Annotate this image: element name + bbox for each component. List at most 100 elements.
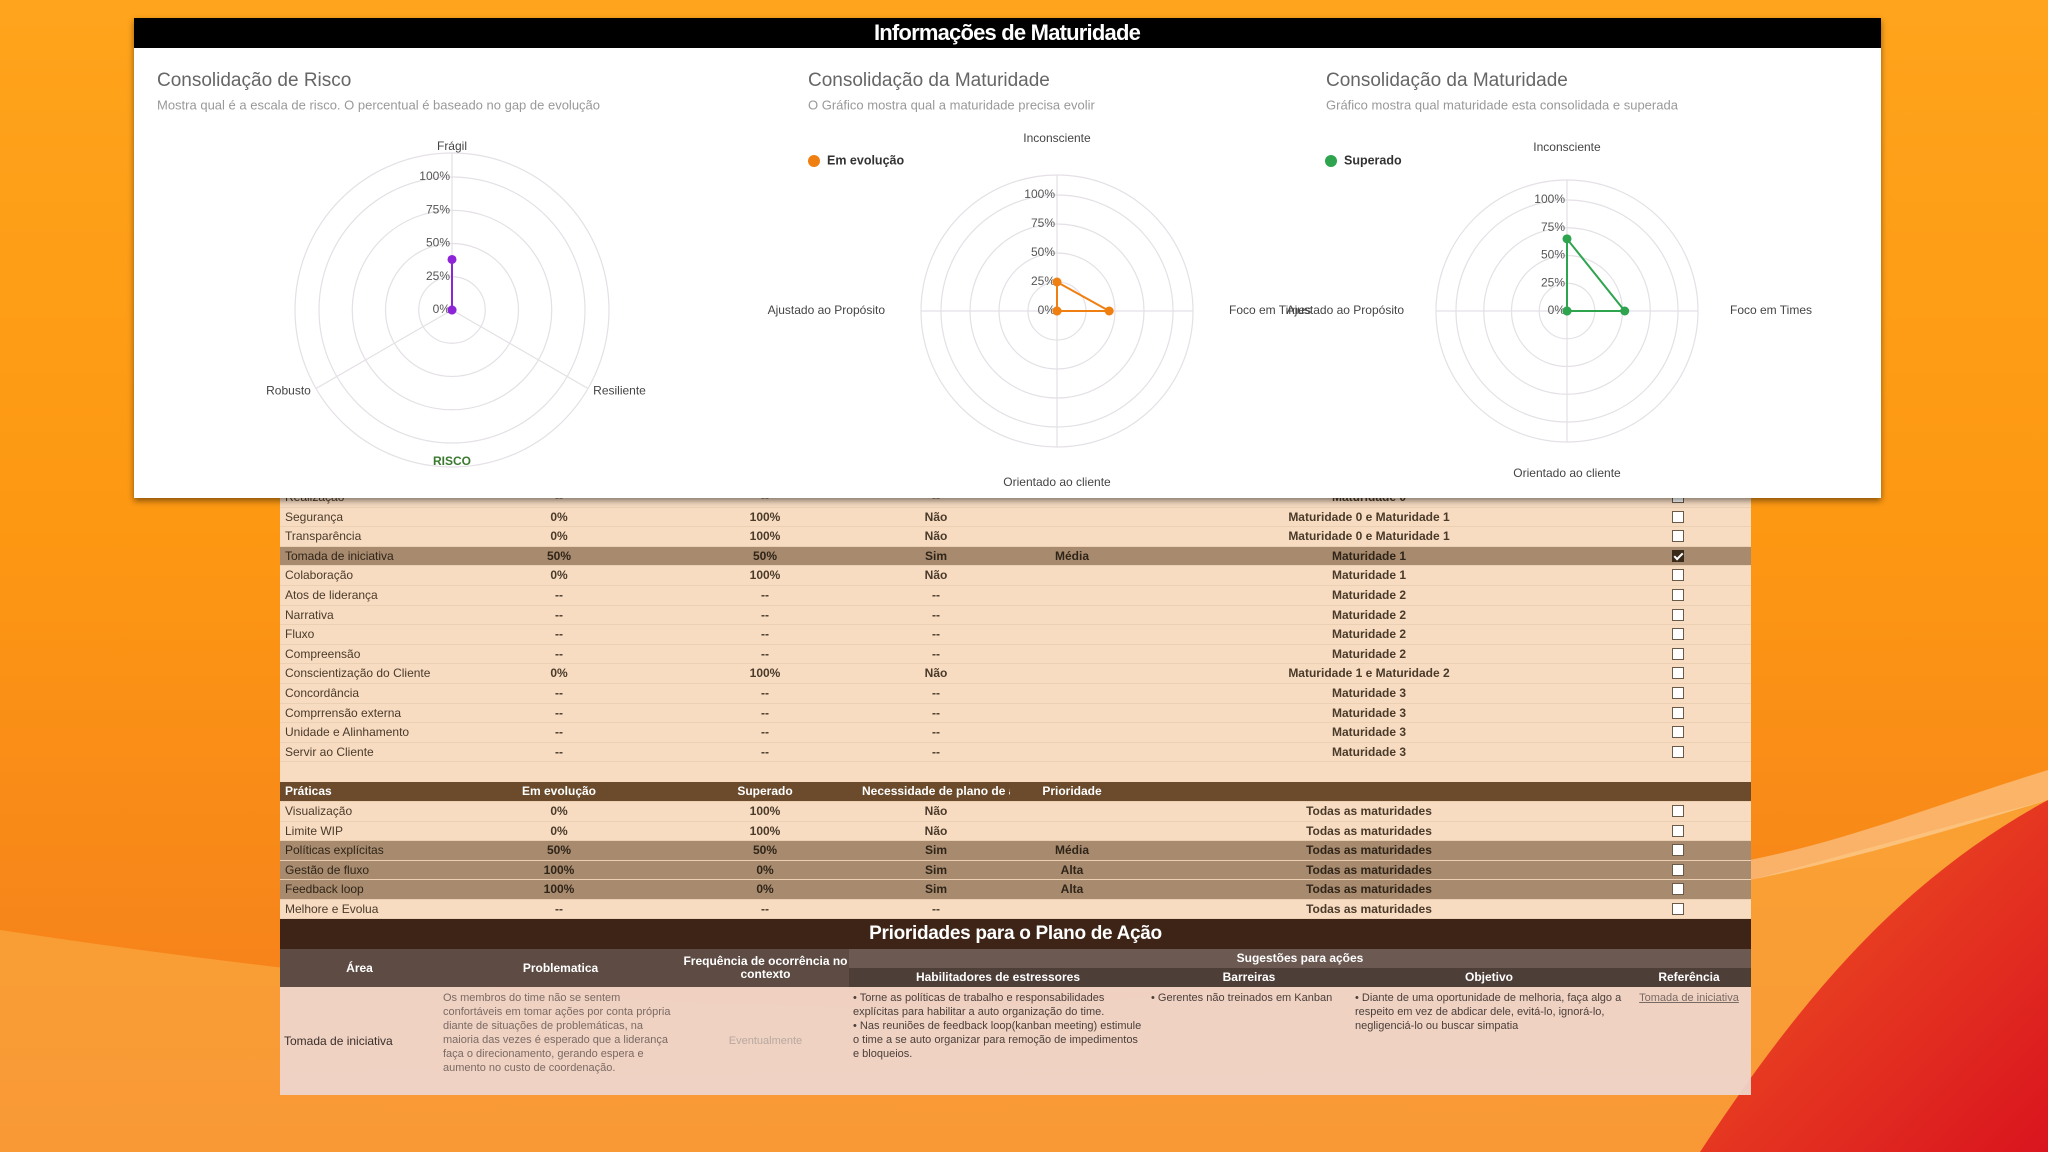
cell: Alta	[1060, 862, 1084, 877]
cell: Servir ao Cliente	[285, 744, 374, 759]
cell: Maturidade 3	[1331, 725, 1406, 740]
cell: Sim	[924, 862, 947, 877]
table-row: Tomada de iniciativa 50% 50% Sim Média Maturi…	[280, 546, 1751, 567]
header-cell: Necessidade de plano de ação	[862, 784, 1010, 799]
checkbox[interactable]	[1671, 608, 1684, 621]
cell: --	[555, 627, 563, 642]
axis-label: Inconsciente	[1023, 131, 1091, 145]
checkbox-cell	[1604, 880, 1751, 899]
cell: --	[555, 685, 563, 700]
checkbox[interactable]	[1671, 902, 1684, 915]
table-row: Fluxo -- -- -- Maturidade 2	[280, 625, 1751, 645]
cell: --	[932, 646, 940, 661]
cell: Melhore e Evolua	[285, 901, 379, 916]
cell: --	[761, 685, 769, 700]
checkbox[interactable]	[1671, 745, 1684, 758]
checkbox[interactable]	[1671, 510, 1684, 523]
cell: 100%	[543, 882, 575, 897]
checkbox[interactable]	[1671, 569, 1684, 582]
cell: Maturidade 3	[1331, 744, 1406, 759]
chart-title: Consolidação da Maturidade	[1326, 70, 1568, 91]
habilitadores-cell: Torne as políticas de trabalho e respons…	[849, 987, 1147, 1095]
cell: --	[555, 744, 563, 759]
cell: Todas as maturidades	[1306, 882, 1432, 897]
cell: --	[761, 705, 769, 720]
checkbox-cell	[1604, 822, 1751, 841]
checkbox[interactable]	[1671, 530, 1684, 543]
checkbox[interactable]	[1671, 549, 1684, 562]
checkbox[interactable]	[1671, 804, 1684, 817]
cell: Não	[924, 803, 948, 818]
cell: Todas as maturidades	[1306, 901, 1432, 916]
checkbox-cell	[1604, 723, 1751, 742]
data-point	[447, 254, 457, 264]
area-cell: Tomada de iniciativa	[280, 987, 439, 1095]
checkbox-cell	[1604, 664, 1751, 683]
header-cell: Práticas	[285, 784, 332, 799]
legend-swatch	[1325, 155, 1337, 167]
checkbox-cell	[1604, 527, 1751, 546]
checkbox[interactable]	[1671, 726, 1684, 739]
cell: 0%	[756, 862, 774, 877]
checkbox[interactable]	[1671, 706, 1684, 719]
table-row: Visualização 0% 100% Não Todas as maturidade…	[280, 801, 1751, 822]
checkbox[interactable]	[1671, 628, 1684, 641]
checkbox[interactable]	[1671, 844, 1684, 857]
axis-label: Frágil	[437, 139, 467, 153]
checkbox-cell	[1604, 508, 1751, 527]
checkbox[interactable]	[1671, 647, 1684, 660]
cell: 0%	[550, 509, 568, 524]
cell: --	[932, 587, 940, 602]
cell: 0%	[550, 803, 568, 818]
cell: Fluxo	[285, 627, 315, 642]
checkbox-cell	[1604, 900, 1751, 919]
checkbox[interactable]	[1671, 883, 1684, 896]
checkbox-cell	[1604, 684, 1751, 703]
tick-label: 100%	[1534, 192, 1565, 206]
data-point	[1104, 306, 1114, 316]
header-cell	[1134, 782, 1604, 801]
checkbox[interactable]	[1671, 863, 1684, 876]
tick-label: 75%	[1541, 220, 1565, 234]
checkbox[interactable]	[1671, 667, 1684, 680]
cell: --	[932, 607, 940, 622]
charts: Informações de Maturidade Consolidação d…	[134, 18, 1881, 489]
legend-label: Em evolução	[827, 153, 904, 167]
tick-label: 0%	[433, 302, 451, 316]
habilitadores-item: Nas reuniões de feedback loop(kanban mee…	[853, 1019, 1143, 1061]
cell: --	[555, 587, 563, 602]
wave-red	[1700, 800, 2048, 1152]
table-row: Melhore e Evolua -- -- -- Todas as maturidad…	[280, 899, 1751, 920]
problem-text: Os membros do time não se sentem confort…	[443, 992, 671, 1075]
frequency-cell: Eventualmente	[682, 987, 849, 1095]
table-row: Compreensão -- -- -- Maturidade 2	[280, 644, 1751, 665]
checkbox[interactable]	[1671, 824, 1684, 837]
table-row: Políticas explícitas 50% 50% Sim Média Todas …	[280, 841, 1751, 861]
cell: Feedback loop	[285, 882, 364, 897]
table-row: Transparência 0% 100% Não Maturidade 0 e Mat…	[280, 527, 1751, 547]
tick-label: 0%	[1038, 303, 1056, 317]
table-row: Limite WIP 0% 100% Não Todas as maturidades	[280, 821, 1751, 842]
tick-label: 100%	[419, 169, 450, 183]
spreadsheet: Realização------Maturidade 0Segurança0%1…	[280, 488, 1751, 1096]
checkbox[interactable]	[1671, 588, 1684, 601]
cell: 100%	[543, 862, 575, 877]
checkbox-cell	[1604, 841, 1751, 860]
cell	[1010, 900, 1134, 919]
cell: --	[555, 901, 563, 916]
header-barreiras: Barreiras	[1147, 968, 1351, 988]
axis-label: Foco em Times	[1730, 303, 1812, 317]
spacer-row	[280, 762, 1751, 783]
cell	[1010, 625, 1134, 644]
cell: 100%	[749, 568, 781, 583]
tick-label: 0%	[1548, 303, 1566, 317]
table-row: Narrativa -- -- -- Maturidade 2	[280, 605, 1751, 626]
checkbox[interactable]	[1671, 686, 1684, 699]
title-bar	[134, 18, 1881, 48]
chart-title: Consolidação de Risco	[157, 70, 351, 91]
checkbox-cell	[1604, 704, 1751, 723]
cell: Políticas explícitas	[285, 843, 384, 858]
cell: Maturidade 2	[1331, 627, 1406, 642]
reference-link[interactable]: Tomada de iniciativa	[1639, 992, 1739, 1005]
header-suggestions: Sugestões para ações	[849, 949, 1751, 969]
